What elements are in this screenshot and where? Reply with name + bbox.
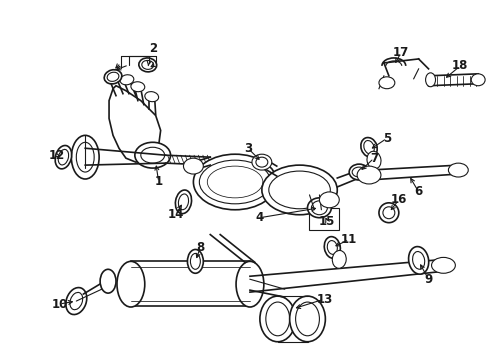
Ellipse shape <box>76 142 94 172</box>
Text: 17: 17 <box>392 46 408 59</box>
Text: 16: 16 <box>390 193 406 206</box>
Text: 9: 9 <box>424 273 432 286</box>
Ellipse shape <box>193 154 276 210</box>
Text: 5: 5 <box>382 132 390 145</box>
Ellipse shape <box>142 60 153 69</box>
Text: 8: 8 <box>196 241 204 254</box>
Ellipse shape <box>408 247 428 274</box>
Ellipse shape <box>363 140 373 154</box>
Ellipse shape <box>190 253 200 269</box>
Ellipse shape <box>382 207 394 219</box>
Ellipse shape <box>178 194 188 210</box>
Ellipse shape <box>236 261 264 307</box>
Text: 2: 2 <box>148 41 157 54</box>
Ellipse shape <box>326 240 337 255</box>
Ellipse shape <box>351 167 366 177</box>
Ellipse shape <box>307 198 331 218</box>
Ellipse shape <box>348 164 368 180</box>
Ellipse shape <box>175 190 191 213</box>
Ellipse shape <box>268 171 330 209</box>
Ellipse shape <box>70 292 82 310</box>
Ellipse shape <box>55 145 72 169</box>
Ellipse shape <box>324 237 340 258</box>
Ellipse shape <box>251 154 271 170</box>
Ellipse shape <box>356 166 380 184</box>
Ellipse shape <box>66 288 86 315</box>
Ellipse shape <box>105 73 119 83</box>
Ellipse shape <box>107 72 119 81</box>
Ellipse shape <box>255 157 267 167</box>
Text: 13: 13 <box>316 293 332 306</box>
Text: 10: 10 <box>51 297 67 311</box>
Text: 14: 14 <box>167 208 183 221</box>
Ellipse shape <box>360 138 376 157</box>
Ellipse shape <box>378 203 398 223</box>
Ellipse shape <box>470 74 484 86</box>
Ellipse shape <box>135 142 170 168</box>
Text: 3: 3 <box>244 142 251 155</box>
Ellipse shape <box>366 151 380 169</box>
Ellipse shape <box>207 166 263 198</box>
Bar <box>131 261 249 306</box>
Text: 1: 1 <box>154 175 163 189</box>
Ellipse shape <box>144 91 158 102</box>
Text: 7: 7 <box>369 152 377 165</box>
Ellipse shape <box>104 70 122 84</box>
Ellipse shape <box>183 158 203 174</box>
Bar <box>309 208 339 230</box>
Ellipse shape <box>58 149 68 165</box>
Ellipse shape <box>100 269 116 293</box>
Ellipse shape <box>295 302 319 336</box>
Ellipse shape <box>259 296 295 342</box>
Ellipse shape <box>412 252 424 269</box>
Ellipse shape <box>319 192 339 208</box>
Text: 4: 4 <box>255 211 264 224</box>
Ellipse shape <box>120 75 134 85</box>
Ellipse shape <box>289 296 325 342</box>
Ellipse shape <box>262 165 337 215</box>
Ellipse shape <box>141 147 164 163</box>
Ellipse shape <box>332 251 346 268</box>
Text: 6: 6 <box>414 185 422 198</box>
Ellipse shape <box>71 135 99 179</box>
Ellipse shape <box>425 73 435 87</box>
Text: 18: 18 <box>451 59 468 72</box>
Ellipse shape <box>378 77 394 89</box>
Ellipse shape <box>199 160 270 204</box>
Text: 15: 15 <box>319 215 335 228</box>
Ellipse shape <box>311 201 326 215</box>
Ellipse shape <box>265 302 289 336</box>
Ellipse shape <box>431 257 454 273</box>
Text: 12: 12 <box>48 149 64 162</box>
Ellipse shape <box>117 261 144 307</box>
Ellipse shape <box>131 82 144 92</box>
Ellipse shape <box>139 58 156 72</box>
Text: 11: 11 <box>340 233 357 246</box>
Ellipse shape <box>447 163 468 177</box>
Ellipse shape <box>187 249 203 273</box>
